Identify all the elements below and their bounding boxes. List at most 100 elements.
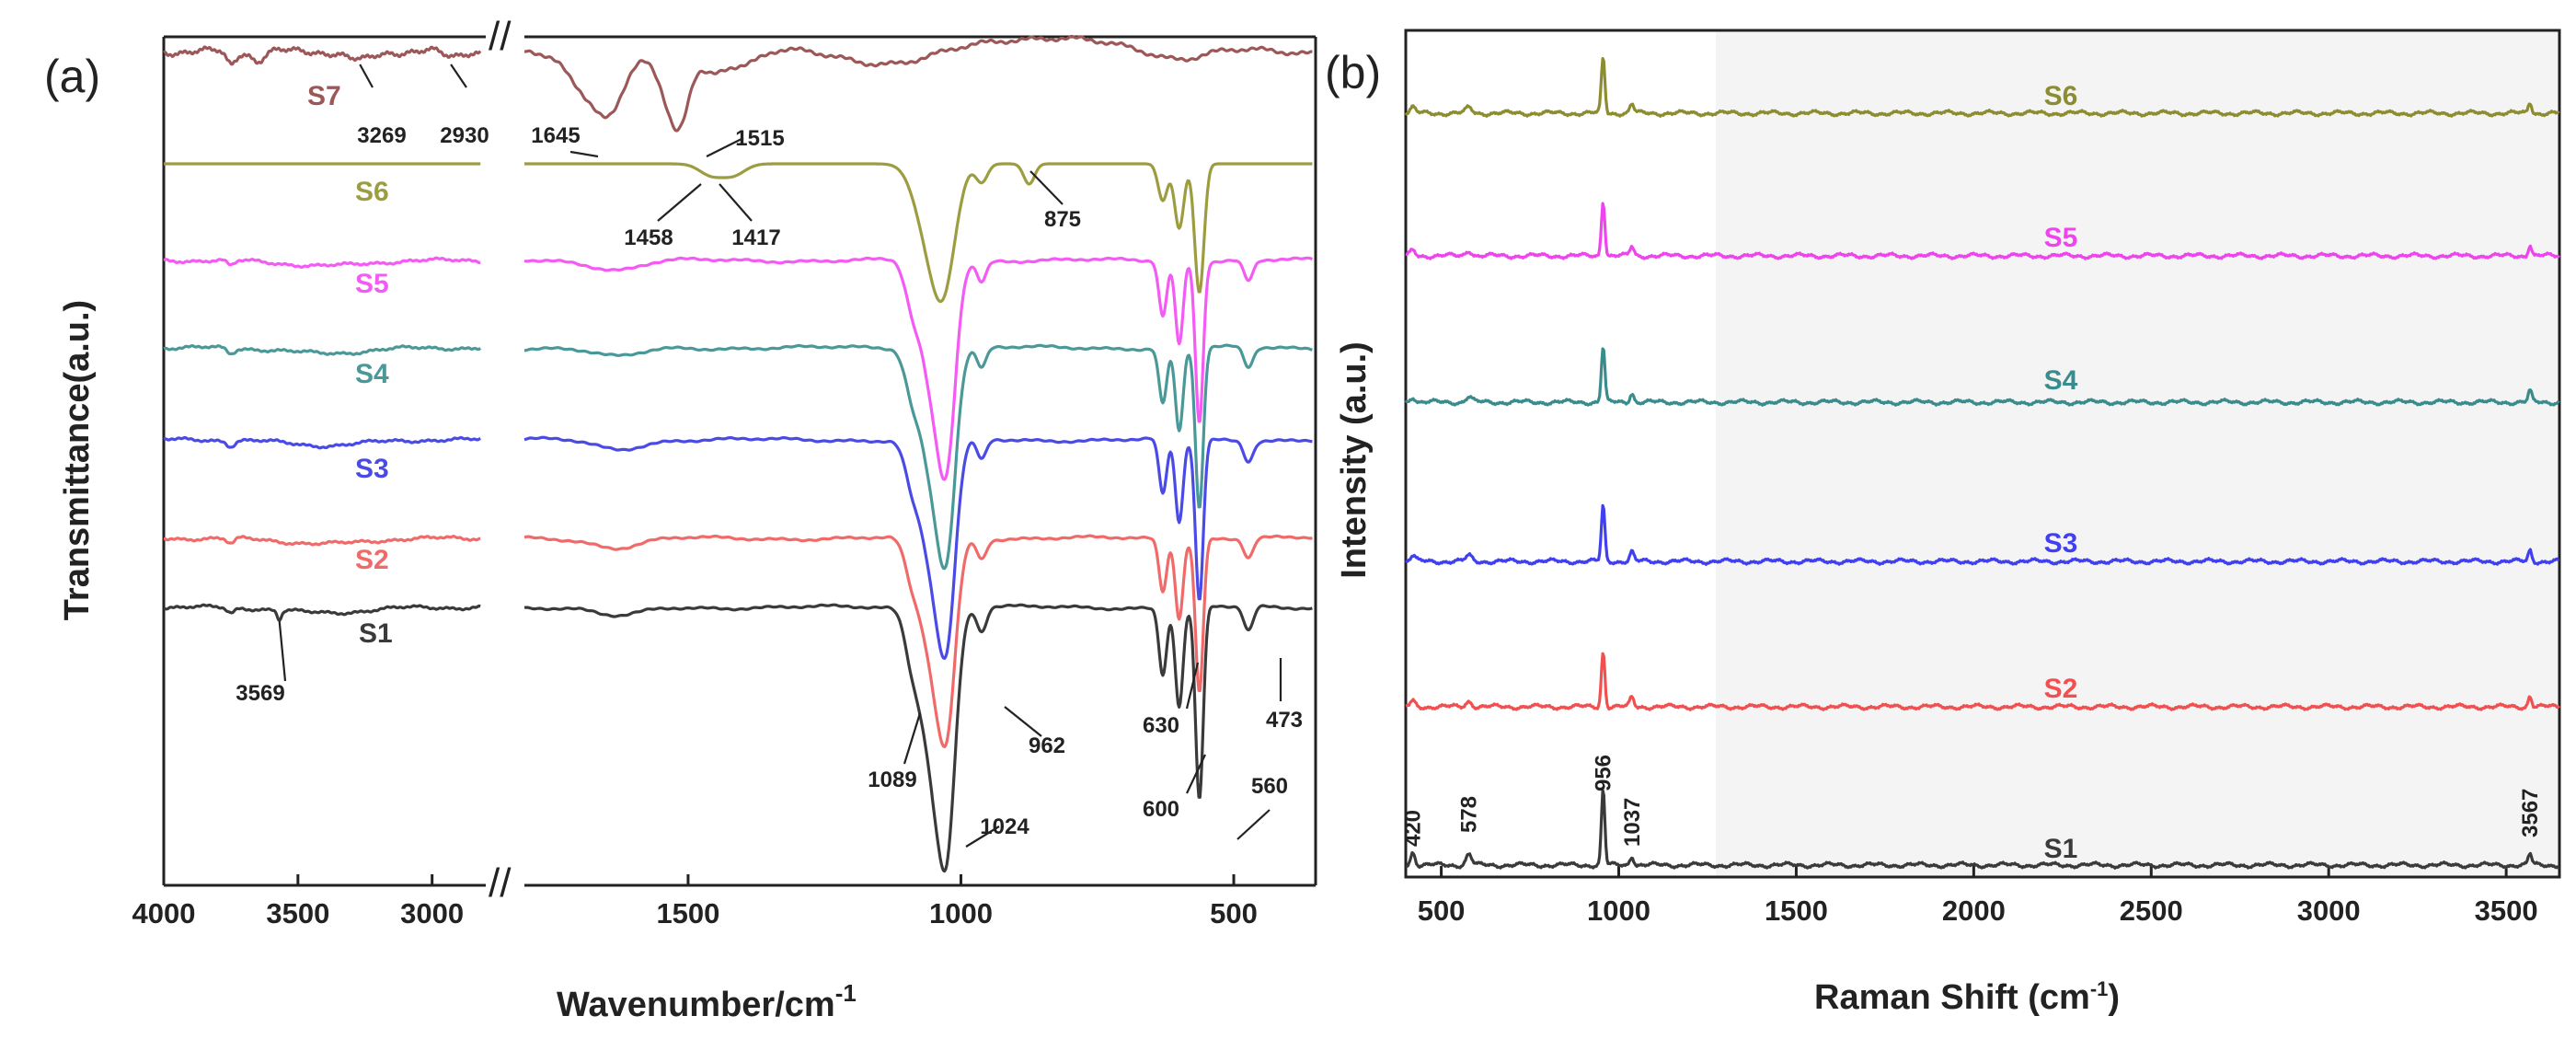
panel-a-trace-s3: [523, 435, 1313, 660]
panel-b-x-axis-title-sup: -1: [2090, 977, 2109, 1000]
panel-b-annotation-label: 1037: [1620, 798, 1645, 847]
panel-b-shade: [1716, 30, 2559, 877]
panel-b-series-label-s2: S2: [2044, 674, 2078, 704]
panel-b-y-axis-title: Intensity (a.u.): [1335, 341, 1374, 579]
panel-b-x-axis-title-end: ): [2108, 978, 2120, 1017]
panel-a-traces: [163, 34, 1313, 873]
panel-b-x-tick-label: 500: [1418, 895, 1466, 927]
panel-a-annotation-label: 1515: [735, 126, 784, 151]
panel-a-x-ticks: 4000 3500 3000 1500 1000 500: [132, 874, 1258, 929]
panel-b-frame: [1404, 29, 2561, 879]
panel-a-x-tick-label: 1500: [656, 897, 719, 929]
panel-a-annotation-label: 1024: [980, 814, 1029, 839]
panel-a-x-tick-label: 3500: [266, 897, 329, 929]
panel-a-annotation-label: 3269: [357, 123, 406, 148]
panel-b-label: (b): [1325, 47, 1381, 98]
panel-a-annotation-arrow: [657, 183, 702, 222]
panel-b-annotation-label: 956: [1592, 755, 1616, 791]
panel-a-series-label-s6: S6: [355, 177, 389, 207]
panel-a-annotations: 3269 2930 1645 1515 1458 1417 875 3569 1089 1024 9…: [236, 63, 1303, 848]
panel-b-series-label-s4: S4: [2044, 365, 2078, 396]
panel-a-trace-s5: [523, 256, 1313, 481]
panel-a-series-label-s7: S7: [307, 81, 341, 111]
panel-a-series-label-s3: S3: [355, 454, 389, 484]
panel-a-annotation-arrow: [706, 137, 744, 157]
panel-a-annotation-label: 962: [1029, 733, 1065, 758]
panel-a-annotation-label: 560: [1251, 774, 1288, 799]
panel-a-annotation-label: 630: [1143, 713, 1179, 738]
panel-b-x-tick-label: 2000: [1942, 895, 2006, 927]
panel-b-annotation-label: 420: [1401, 810, 1426, 847]
panel-a-annotation-arrow: [903, 712, 922, 765]
panel-a-trace-s2: [523, 534, 1313, 748]
panel-a-trace-s4: [163, 344, 482, 356]
panel-b-series-labels: S1 S2 S3 S4 S5 S6: [2044, 81, 2078, 864]
panel-b-series-label-s6: S6: [2044, 81, 2078, 111]
panel-b-trace-s4: [1404, 347, 2560, 407]
panel-a-annotation-arrow: [359, 63, 374, 88]
panel-a-x-axis-title: Wavenumber/cm-1: [557, 979, 857, 1024]
panel-a-annotation-arrow: [1029, 170, 1064, 205]
panel-a-trace-s7: [523, 34, 1313, 133]
raman-panel: (b) 500 1000 1500 2000 2500 3000 3500 S1 S2 S3 S4…: [1325, 29, 2561, 1017]
panel-a-trace-s6: [523, 162, 1313, 304]
panel-a-x-tick-label: 3000: [400, 897, 464, 929]
panel-a-x-tick-label: 500: [1210, 897, 1258, 929]
panel-a-x-tick-label: 4000: [132, 897, 196, 929]
panel-a-annotation-arrow: [450, 63, 467, 88]
panel-a-annotation-label: 473: [1266, 708, 1303, 733]
panel-a-annotation-arrow: [1236, 809, 1271, 840]
panel-b-series-label-s3: S3: [2044, 528, 2078, 559]
panel-a-series-label-s4: S4: [355, 359, 389, 389]
panel-a-annotation-label: 1458: [624, 225, 673, 250]
panel-b-annotation-label: 578: [1457, 796, 1482, 833]
panel-a-annotation-label: 1417: [731, 225, 780, 250]
panel-a-series-labels: S1 S2 S3 S4 S5 S6 S7: [307, 81, 393, 649]
panel-b-series-label-s1: S1: [2044, 834, 2078, 864]
panel-b-x-tick-label: 3000: [2297, 895, 2361, 927]
panel-b-trace-s3: [1405, 503, 2560, 566]
panel-a-x-tick-label: 1000: [929, 897, 993, 929]
panel-b-x-tick-label: 3500: [2475, 895, 2538, 927]
panel-a-x-axis-title-main: Wavenumber/cm: [557, 986, 835, 1024]
ftir-panel: (a) // // 4000 3500 3000 1500 1000 500 S1 S2 S3…: [44, 14, 1317, 1024]
panel-a-annotation-label: 875: [1044, 207, 1081, 232]
panel-a-annotation-label: 1645: [531, 123, 580, 148]
panel-b-series-label-s5: S5: [2044, 223, 2078, 253]
panel-a-trace-s2: [163, 535, 481, 547]
panel-a-trace-s1: [163, 603, 481, 622]
panel-a-annotation-label: 2930: [440, 123, 489, 148]
panel-b-trace-s6: [1404, 57, 2560, 118]
panel-a-series-label-s5: S5: [355, 269, 389, 299]
panel-a-trace-s1: [523, 603, 1313, 873]
panel-b-x-tick-label: 1000: [1587, 895, 1650, 927]
panel-a-annotation-label: 600: [1143, 797, 1179, 822]
panel-a-trace-s4: [523, 343, 1313, 571]
panel-a-annotation-arrow: [1186, 754, 1206, 794]
panel-a-annotation-arrow: [965, 825, 1000, 848]
panel-a-annotation-label: 1089: [868, 768, 916, 792]
panel-a-annotation-arrow: [569, 150, 599, 158]
panel-b-x-ticks: 500 1000 1500 2000 2500 3000 3500: [1418, 866, 2538, 927]
panel-a-annotation-label: 3569: [236, 681, 284, 706]
panel-b-annotation-label: 3567: [2518, 789, 2543, 837]
panel-a-series-label-s2: S2: [355, 545, 389, 575]
panel-a-trace-s7: [163, 45, 482, 66]
panel-a-annotation-arrow: [278, 620, 287, 682]
panel-a-trace-s5: [163, 256, 481, 269]
panel-b-trace-s5: [1405, 202, 2560, 260]
panel-b-x-axis-title-main: Raman Shift (cm: [1814, 978, 2090, 1017]
panel-a-annotation-arrow: [1004, 706, 1042, 737]
axis-break-mark: //: [489, 860, 512, 906]
panel-b-x-tick-label: 2500: [2120, 895, 2183, 927]
panel-a-series-label-s1: S1: [359, 618, 393, 649]
panel-a-trace-s3: [163, 435, 481, 450]
panel-b-trace-s1: [1405, 789, 2560, 870]
panel-b-trace-s2: [1405, 652, 2560, 711]
panel-a-annotation-arrow: [719, 183, 753, 222]
axis-break-mark-top: //: [489, 14, 512, 59]
panel-b-traces: [1404, 57, 2560, 870]
panel-a-annotation-arrow: [1185, 662, 1200, 710]
